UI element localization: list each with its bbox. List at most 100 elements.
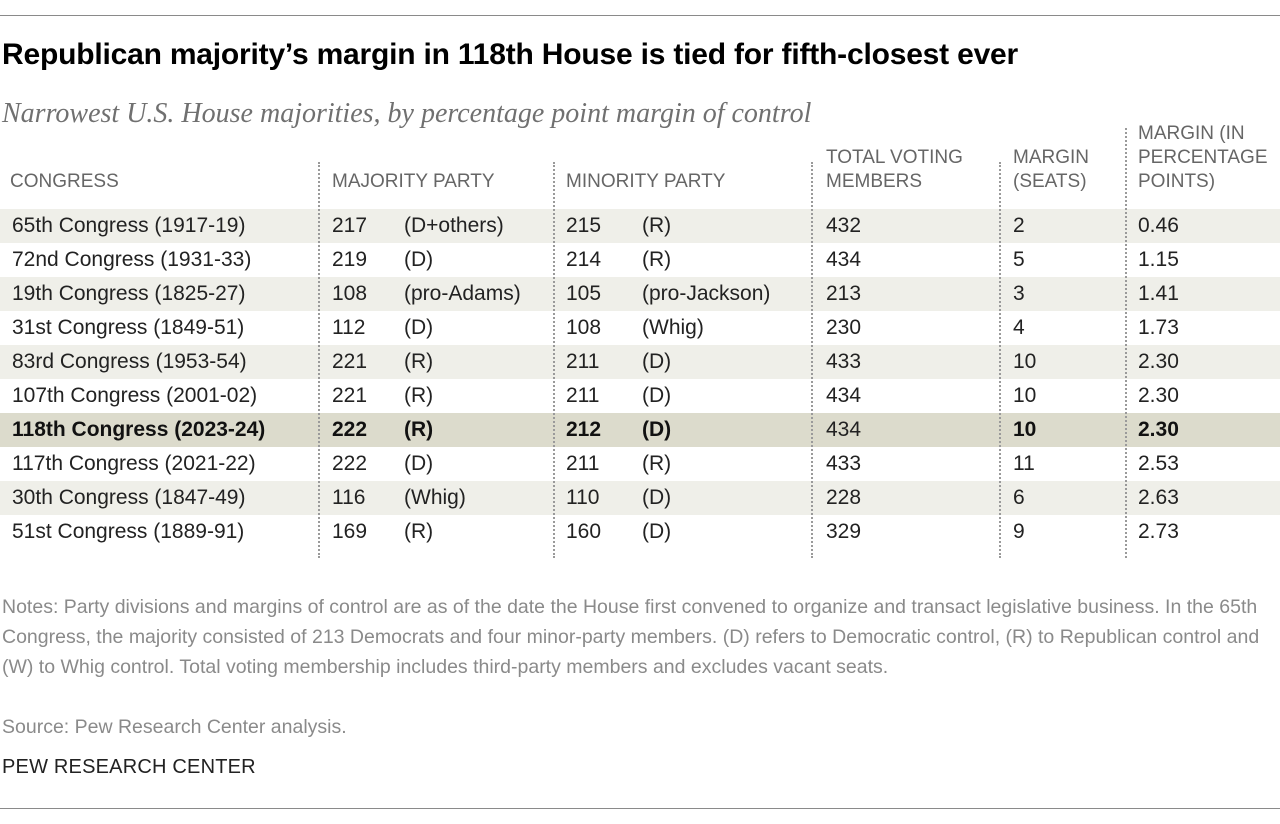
cell-minority-seats: 214 [566, 248, 602, 271]
cell-majority-party: (R) [404, 520, 434, 543]
cell-majority-party: (R) [404, 418, 434, 441]
cell-minority-party: (D) [642, 418, 672, 441]
table-row: 117th Congress (2021-22) 222 (D) 211 (R) 433 1… [0, 447, 1280, 481]
table-row: 51st Congress (1889-91) 169 (R) 160 (D) 329 9 2… [0, 515, 1280, 549]
table-row: 31st Congress (1849-51) 112 (D) 108 (Whig) 23… [0, 311, 1280, 345]
cell-majority-seats: 221 [332, 350, 368, 373]
table-row: 107th Congress (2001-02) 221 (R) 211 (D) 434 1… [0, 379, 1280, 413]
cell-margin-points: 2.30 [1138, 384, 1179, 407]
cell-minority-seats: 211 [566, 350, 600, 373]
cell-majority-seats: 219 [332, 248, 368, 271]
cell-congress: 107th Congress (2001-02) [12, 384, 258, 407]
cell-minority-seats: 211 [566, 384, 600, 407]
cell-margin-points: 2.30 [1138, 418, 1179, 441]
header-congress-line: CONGRESS [10, 171, 119, 192]
cell-total-voting: 434 [826, 248, 862, 271]
table-row: 19th Congress (1825-27) 108 (pro-Adams) 105… [0, 277, 1280, 311]
header-margin-points-line-2: PERCENTAGE [1138, 147, 1268, 168]
cell-minority-party: (D) [642, 520, 672, 543]
header-margin-seats-line-1: MARGIN [1013, 147, 1089, 168]
cell-margin-seats: 2 [1013, 214, 1025, 237]
cell-majority-party: (pro-Adams) [404, 282, 521, 305]
cell-congress: 51st Congress (1889-91) [12, 520, 245, 543]
column-divider-minority [553, 162, 555, 558]
cell-total-voting: 228 [826, 486, 862, 509]
header-margin-points-line-1: MARGIN (IN [1138, 123, 1245, 144]
cell-minority-party: (D) [642, 486, 672, 509]
table-row: 30th Congress (1847-49) 116 (Whig) 110 (D) 22… [0, 481, 1280, 515]
cell-margin-seats: 10 [1013, 384, 1037, 407]
cell-margin-points: 2.30 [1138, 350, 1179, 373]
table-row: 72nd Congress (1931-33) 219 (D) 214 (R) 434 5 1… [0, 243, 1280, 277]
header-margin-seats-line-2: (SEATS) [1013, 171, 1087, 192]
header-majority-line: MAJORITY PARTY [332, 171, 495, 192]
cell-margin-seats: 6 [1013, 486, 1025, 509]
header-majority-party: MAJORITY PARTY [332, 170, 495, 194]
cell-majority-party: (R) [404, 350, 434, 373]
header-minority-line: MINORITY PARTY [566, 171, 726, 192]
column-divider-margin-points [1125, 128, 1127, 558]
cell-majority-seats: 112 [332, 316, 366, 339]
column-divider-majority [318, 162, 320, 558]
cell-margin-points: 1.15 [1138, 248, 1179, 271]
cell-majority-party: (D) [404, 248, 434, 271]
table-row: 83rd Congress (1953-54) 221 (R) 211 (D) 433 10… [0, 345, 1280, 379]
header-minority-party: MINORITY PARTY [566, 170, 725, 194]
cell-minority-party: (D) [642, 350, 672, 373]
table-row: 65th Congress (1917-19) 217 (D+others) 215 (… [0, 209, 1280, 243]
cell-minority-seats: 105 [566, 282, 602, 305]
cell-margin-seats: 9 [1013, 520, 1025, 543]
cell-minority-party: (R) [642, 214, 672, 237]
cell-congress: 65th Congress (1917-19) [12, 214, 246, 237]
cell-minority-party: (R) [642, 452, 672, 475]
cell-minority-seats: 160 [566, 520, 602, 543]
header-margin-points-line-3: POINTS) [1138, 171, 1216, 192]
cell-minority-seats: 110 [566, 486, 600, 509]
cell-minority-seats: 215 [566, 214, 602, 237]
notes-text: Notes: Party divisions and margins of co… [2, 596, 1260, 678]
column-divider-margin-seats [999, 162, 1001, 558]
source-text: Source: Pew Research Center analysis. [2, 716, 347, 738]
cell-minority-party: (D) [642, 384, 672, 407]
cell-majority-seats: 222 [332, 452, 368, 475]
cell-congress: 30th Congress (1847-49) [12, 486, 246, 509]
cell-margin-seats: 3 [1013, 282, 1025, 305]
cell-total-voting: 230 [826, 316, 862, 339]
cell-congress: 83rd Congress (1953-54) [12, 350, 247, 373]
cell-total-voting: 213 [826, 282, 862, 305]
header-margin-seats: MARGIN (SEATS) [1013, 146, 1089, 194]
cell-margin-points: 1.41 [1138, 282, 1179, 305]
cell-minority-seats: 211 [566, 452, 600, 475]
bottom-rule [0, 808, 1280, 809]
cell-majority-party: (D+others) [404, 214, 504, 237]
cell-margin-points: 1.73 [1138, 316, 1179, 339]
header-total-line-2: MEMBERS [826, 171, 923, 192]
cell-margin-seats: 5 [1013, 248, 1025, 271]
cell-total-voting: 434 [826, 418, 862, 441]
cell-margin-seats: 10 [1013, 418, 1037, 441]
cell-majority-seats: 217 [332, 214, 368, 237]
cell-congress: 31st Congress (1849-51) [12, 316, 245, 339]
cell-majority-party: (D) [404, 452, 434, 475]
cell-minority-party: (Whig) [642, 316, 704, 339]
header-total-voting-members: TOTAL VOTING MEMBERS [826, 146, 963, 194]
cell-minority-party: (R) [642, 248, 672, 271]
cell-congress: 72nd Congress (1931-33) [12, 248, 252, 271]
cell-majority-party: (R) [404, 384, 434, 407]
cell-total-voting: 329 [826, 520, 862, 543]
chart-title: Republican majority’s margin in 118th Ho… [2, 38, 1019, 71]
cell-total-voting: 432 [826, 214, 862, 237]
header-congress: CONGRESS [10, 170, 119, 194]
cell-margin-points: 2.53 [1138, 452, 1179, 475]
cell-minority-seats: 212 [566, 418, 602, 441]
cell-minority-party: (pro-Jackson) [642, 282, 771, 305]
cell-majority-seats: 108 [332, 282, 368, 305]
cell-majority-seats: 221 [332, 384, 368, 407]
cell-total-voting: 433 [826, 452, 862, 475]
brand-logo-text: PEW RESEARCH CENTER [2, 756, 256, 778]
header-total-line-1: TOTAL VOTING [826, 147, 963, 168]
cell-margin-points: 2.73 [1138, 520, 1179, 543]
cell-margin-seats: 11 [1013, 452, 1035, 475]
cell-total-voting: 433 [826, 350, 862, 373]
cell-majority-party: (D) [404, 316, 434, 339]
